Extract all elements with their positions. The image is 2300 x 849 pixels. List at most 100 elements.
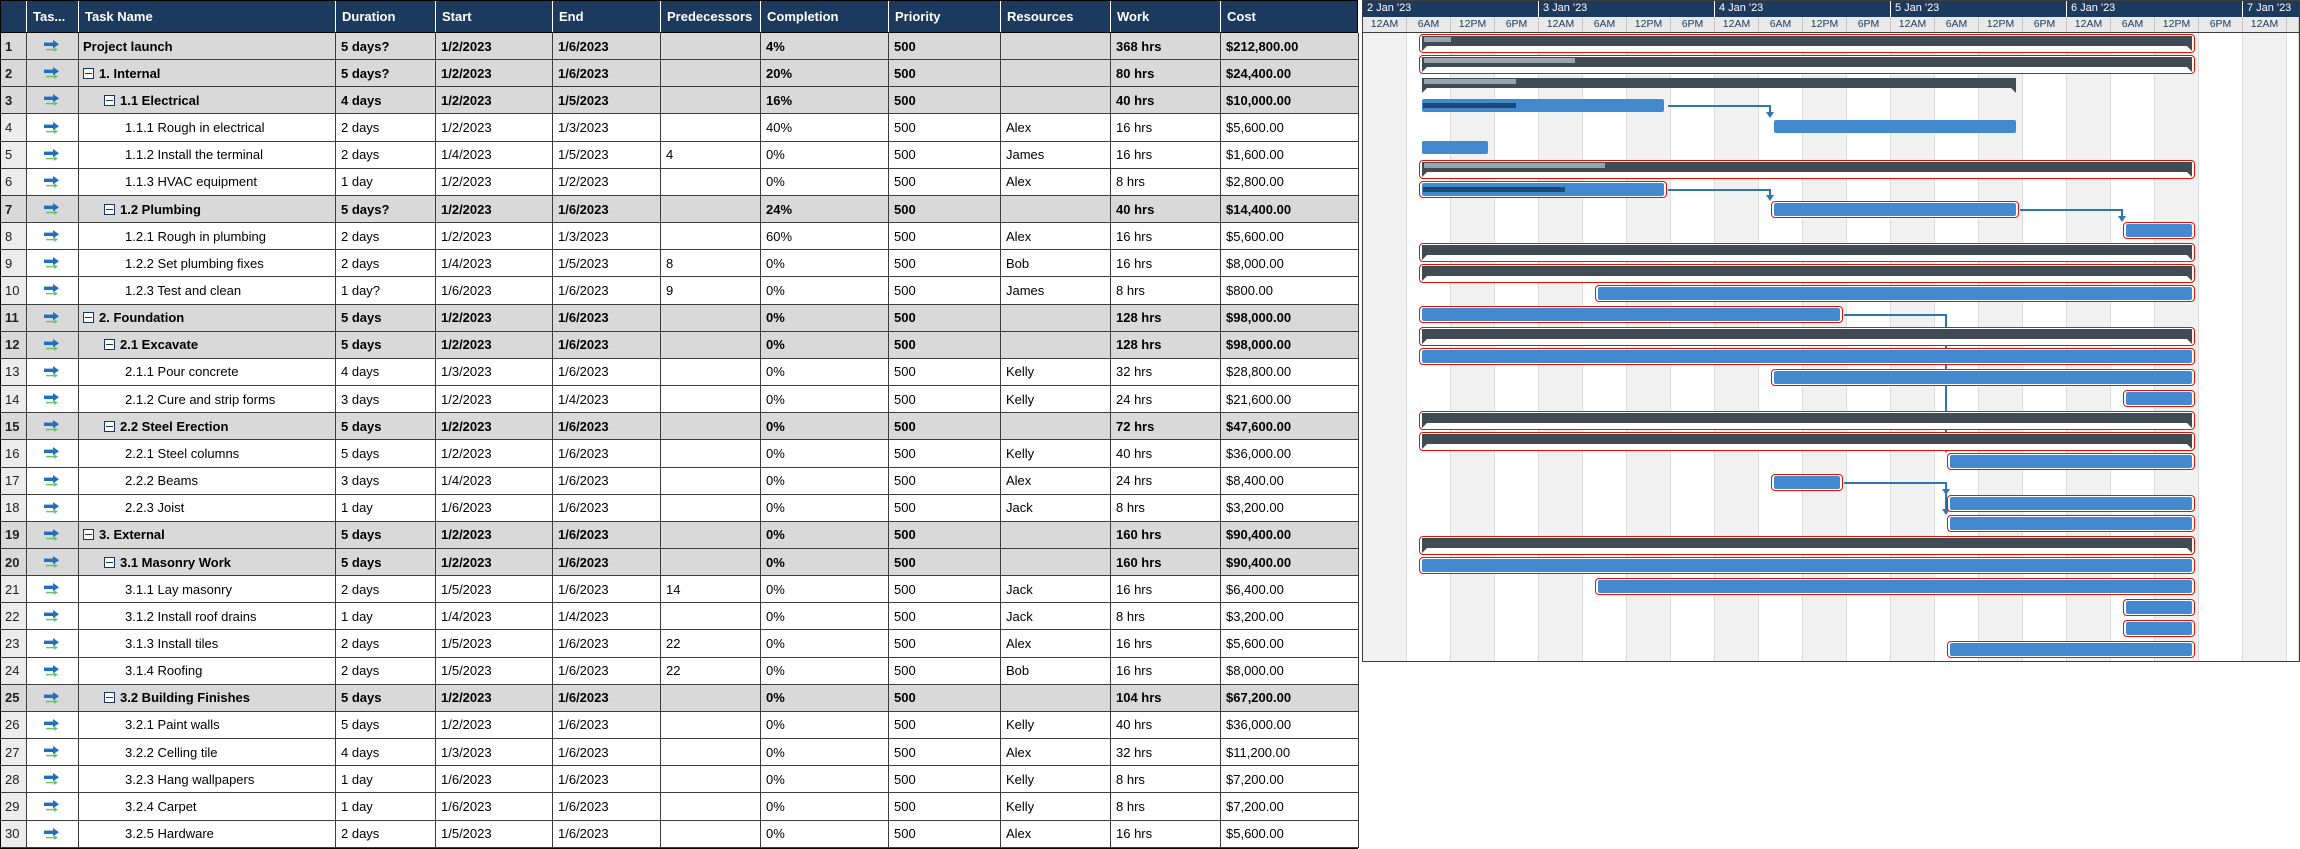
table-row[interactable]: 8 1.2.1 Rough in plumbing 2 days 1/2/2023 1/… bbox=[1, 223, 1359, 251]
column-header-name[interactable]: Task Name bbox=[79, 1, 336, 32]
cost-cell: $5,600.00 bbox=[1221, 630, 1359, 658]
table-row[interactable]: 13 2.1.1 Pour concrete 4 days 1/3/2023 1/6/2… bbox=[1, 358, 1359, 387]
work-cell: 32 hrs bbox=[1111, 358, 1221, 387]
column-header-cost[interactable]: Cost bbox=[1227, 9, 1256, 24]
summary-taskbar[interactable] bbox=[1421, 245, 2192, 256]
column-header-start[interactable]: Start bbox=[436, 1, 553, 32]
collapse-minus-icon[interactable] bbox=[83, 529, 94, 541]
summary-taskbar[interactable] bbox=[1421, 36, 2192, 46]
table-row[interactable]: 5 1.1.2 Install the terminal 2 days 1/4/202… bbox=[1, 141, 1359, 169]
collapse-minus-icon[interactable] bbox=[104, 556, 115, 568]
taskbar[interactable] bbox=[1421, 308, 1840, 322]
table-row[interactable]: 20 3.1 Masonry Work 5 days 1/2/2023 1/6/2023… bbox=[1, 548, 1359, 577]
summary-taskbar[interactable] bbox=[1421, 161, 2192, 172]
task-name-label: 2.1.1 Pour concrete bbox=[125, 364, 239, 380]
summary-taskbar[interactable] bbox=[1421, 412, 2192, 423]
table-row[interactable]: 22 3.1.2 Install roof drains 1 day 1/4/2023… bbox=[1, 603, 1359, 631]
column-header-work[interactable]: Work bbox=[1111, 1, 1221, 32]
collapse-minus-icon[interactable] bbox=[83, 312, 94, 324]
taskbar[interactable] bbox=[1949, 496, 2192, 510]
column-header-completion[interactable]: Completion bbox=[761, 1, 889, 32]
summary-taskbar[interactable] bbox=[1421, 329, 2192, 340]
table-row[interactable]: 21 3.1.1 Lay masonry 2 days 1/5/2023 1/6/202… bbox=[1, 576, 1359, 604]
table-row[interactable]: 11 2. Foundation 5 days 1/2/2023 1/6/2023 0% 5… bbox=[1, 304, 1359, 332]
resources-cell: Alex bbox=[1001, 223, 1111, 251]
table-row[interactable]: 17 2.2.2 Beams 3 days 1/4/2023 1/6/2023 0% 500… bbox=[1, 467, 1359, 495]
taskbar[interactable] bbox=[1597, 287, 2192, 301]
table-row[interactable]: 14 2.1.2 Cure and strip forms 3 days 1/2/20… bbox=[1, 386, 1359, 414]
predecessors-cell bbox=[661, 33, 761, 61]
table-row[interactable]: 25 3.2 Building Finishes 5 days 1/2/2023 1/6… bbox=[1, 684, 1359, 712]
timeline-hour-label bbox=[2287, 17, 2299, 32]
table-row[interactable]: 18 2.2.3 Joist 1 day 1/6/2023 1/6/2023 0% 500 J… bbox=[1, 494, 1359, 522]
taskbar[interactable] bbox=[1421, 182, 1664, 196]
summary-taskbar[interactable] bbox=[1421, 266, 2192, 277]
task-mode-cell bbox=[27, 386, 79, 414]
table-row[interactable]: 3 1.1 Electrical 4 days 1/2/2023 1/5/2023 16%… bbox=[1, 87, 1359, 115]
table-row[interactable]: 30 3.2.5 Hardware 2 days 1/5/2023 1/6/2023 0%… bbox=[1, 820, 1359, 848]
taskbar[interactable] bbox=[1773, 119, 2016, 133]
summary-taskbar[interactable] bbox=[1421, 56, 2192, 67]
taskbar[interactable] bbox=[1421, 350, 2192, 363]
column-header-duration[interactable]: Duration bbox=[336, 1, 436, 32]
work-cell: 16 hrs bbox=[1111, 141, 1221, 169]
taskbar[interactable] bbox=[2125, 391, 2192, 405]
table-row[interactable]: 12 2.1 Excavate 5 days 1/2/2023 1/6/2023 0% 50… bbox=[1, 331, 1359, 359]
table-row[interactable]: 26 3.2.1 Paint walls 5 days 1/2/2023 1/6/202… bbox=[1, 711, 1359, 740]
end-cell: 1/6/2023 bbox=[553, 60, 661, 88]
table-row[interactable]: 29 3.2.4 Carpet 1 day 1/6/2023 1/6/2023 0% 500… bbox=[1, 793, 1359, 821]
column-header-num[interactable] bbox=[1, 1, 27, 32]
taskbar[interactable] bbox=[1421, 140, 1488, 154]
collapse-minus-icon[interactable] bbox=[104, 692, 115, 704]
table-row[interactable]: 7 1.2 Plumbing 5 days? 1/2/2023 1/6/2023 24% 5… bbox=[1, 195, 1359, 224]
timeline-day-label: 6 Jan '23 bbox=[2067, 1, 2243, 17]
duration-cell: 2 days bbox=[336, 141, 436, 169]
taskbar[interactable] bbox=[2125, 224, 2192, 238]
summary-taskbar[interactable] bbox=[1421, 538, 2192, 549]
column-header-predecessors[interactable]: Predecessors bbox=[661, 1, 761, 32]
table-row[interactable]: 16 2.2.1 Steel columns 5 days 1/2/2023 1/6/2… bbox=[1, 440, 1359, 468]
table-row[interactable]: 23 3.1.3 Install tiles 2 days 1/5/2023 1/6/2… bbox=[1, 630, 1359, 658]
taskbar[interactable] bbox=[1949, 643, 2192, 657]
task-name-cell: Project launch bbox=[79, 33, 336, 61]
table-row[interactable]: 15 2.2 Steel Erection 5 days 1/2/2023 1/6/20… bbox=[1, 413, 1359, 441]
summary-taskbar[interactable] bbox=[1421, 77, 2016, 88]
end-cell: 1/4/2023 bbox=[553, 386, 661, 414]
taskbar[interactable] bbox=[1949, 454, 2192, 468]
column-header-resources[interactable]: Resources bbox=[1001, 1, 1111, 32]
collapse-minus-icon[interactable] bbox=[104, 203, 115, 215]
task-name-cell: 1.2 Plumbing bbox=[79, 195, 336, 224]
taskbar[interactable] bbox=[2125, 601, 2192, 615]
table-row[interactable]: 1 Project launch 5 days? 1/2/2023 1/6/2023 4%… bbox=[1, 33, 1359, 61]
taskbar[interactable] bbox=[1421, 559, 2192, 573]
task-mode-cell bbox=[27, 576, 79, 604]
column-header-mode[interactable]: Tas... bbox=[27, 1, 79, 32]
table-row[interactable]: 2 1. Internal 5 days? 1/2/2023 1/6/2023 20% 50… bbox=[1, 60, 1359, 88]
taskbar[interactable] bbox=[1421, 98, 1664, 112]
taskbar[interactable] bbox=[1949, 517, 2192, 531]
table-row[interactable]: 19 3. External 5 days 1/2/2023 1/6/2023 0% 500… bbox=[1, 521, 1359, 549]
completion-cell: 0% bbox=[761, 521, 889, 549]
taskbar[interactable] bbox=[1597, 580, 2192, 594]
table-row[interactable]: 10 1.2.3 Test and clean 1 day? 1/6/2023 1/6/… bbox=[1, 277, 1359, 305]
task-mode-cell bbox=[27, 548, 79, 577]
taskbar[interactable] bbox=[1773, 370, 2192, 384]
table-row[interactable]: 9 1.2.2 Set plumbing fixes 2 days 1/4/2023 1… bbox=[1, 250, 1359, 278]
collapse-minus-icon[interactable] bbox=[83, 67, 94, 79]
collapse-minus-icon[interactable] bbox=[104, 420, 115, 432]
table-row[interactable]: 24 3.1.4 Roofing 2 days 1/5/2023 1/6/2023 22 0… bbox=[1, 657, 1359, 685]
collapse-minus-icon[interactable] bbox=[104, 339, 115, 351]
collapse-minus-icon[interactable] bbox=[104, 94, 115, 106]
column-header-end[interactable]: End bbox=[553, 1, 661, 32]
table-row[interactable]: 4 1.1.1 Rough in electrical 2 days 1/2/2023… bbox=[1, 114, 1359, 142]
cost-cell: $5,600.00 bbox=[1221, 223, 1359, 251]
table-row[interactable]: 27 3.2.2 Celling tile 4 days 1/3/2023 1/6/20… bbox=[1, 739, 1359, 767]
taskbar[interactable] bbox=[1773, 475, 1840, 489]
summary-taskbar[interactable] bbox=[1421, 433, 2192, 444]
work-cell: 16 hrs bbox=[1111, 223, 1221, 251]
taskbar[interactable] bbox=[1773, 203, 2016, 217]
taskbar[interactable] bbox=[2125, 622, 2192, 636]
table-row[interactable]: 28 3.2.3 Hang wallpapers 1 day 1/6/2023 1/6/… bbox=[1, 766, 1359, 794]
table-row[interactable]: 6 1.1.3 HVAC equipment 1 day 1/2/2023 1/2/20… bbox=[1, 168, 1359, 196]
column-header-priority[interactable]: Priority bbox=[889, 1, 1001, 32]
